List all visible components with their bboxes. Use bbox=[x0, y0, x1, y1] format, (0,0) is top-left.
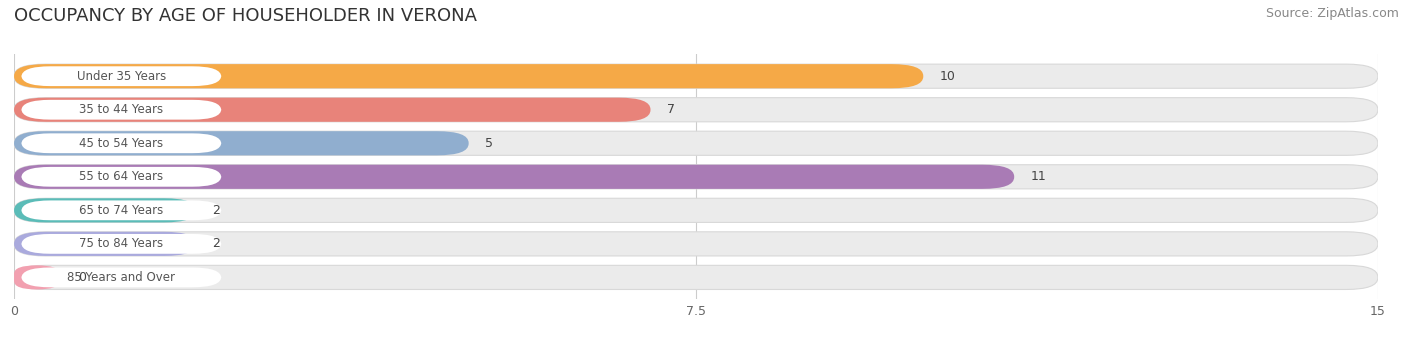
FancyBboxPatch shape bbox=[14, 232, 1378, 256]
FancyBboxPatch shape bbox=[14, 198, 195, 222]
FancyBboxPatch shape bbox=[14, 131, 468, 155]
FancyBboxPatch shape bbox=[14, 98, 651, 122]
FancyBboxPatch shape bbox=[14, 265, 1378, 289]
FancyBboxPatch shape bbox=[21, 268, 221, 287]
Text: 5: 5 bbox=[485, 137, 494, 150]
Text: 11: 11 bbox=[1031, 170, 1046, 183]
Text: 75 to 84 Years: 75 to 84 Years bbox=[79, 237, 163, 250]
Text: Source: ZipAtlas.com: Source: ZipAtlas.com bbox=[1265, 7, 1399, 20]
FancyBboxPatch shape bbox=[14, 198, 1378, 222]
Text: 65 to 74 Years: 65 to 74 Years bbox=[79, 204, 163, 217]
Text: OCCUPANCY BY AGE OF HOUSEHOLDER IN VERONA: OCCUPANCY BY AGE OF HOUSEHOLDER IN VERON… bbox=[14, 7, 477, 25]
FancyBboxPatch shape bbox=[14, 64, 924, 88]
Text: Under 35 Years: Under 35 Years bbox=[77, 70, 166, 83]
FancyBboxPatch shape bbox=[21, 66, 221, 86]
FancyBboxPatch shape bbox=[21, 234, 221, 254]
FancyBboxPatch shape bbox=[21, 100, 221, 120]
FancyBboxPatch shape bbox=[14, 265, 59, 289]
Text: 0: 0 bbox=[77, 271, 86, 284]
Text: 85 Years and Over: 85 Years and Over bbox=[67, 271, 176, 284]
FancyBboxPatch shape bbox=[21, 201, 221, 220]
FancyBboxPatch shape bbox=[21, 167, 221, 187]
FancyBboxPatch shape bbox=[14, 98, 1378, 122]
FancyBboxPatch shape bbox=[14, 232, 195, 256]
Text: 10: 10 bbox=[939, 70, 956, 83]
FancyBboxPatch shape bbox=[14, 165, 1378, 189]
Text: 7: 7 bbox=[666, 103, 675, 116]
Text: 35 to 44 Years: 35 to 44 Years bbox=[79, 103, 163, 116]
Text: 55 to 64 Years: 55 to 64 Years bbox=[79, 170, 163, 183]
FancyBboxPatch shape bbox=[14, 165, 1014, 189]
FancyBboxPatch shape bbox=[14, 64, 1378, 88]
FancyBboxPatch shape bbox=[14, 131, 1378, 155]
Text: 2: 2 bbox=[212, 237, 221, 250]
FancyBboxPatch shape bbox=[21, 133, 221, 153]
Text: 45 to 54 Years: 45 to 54 Years bbox=[79, 137, 163, 150]
Text: 2: 2 bbox=[212, 204, 221, 217]
